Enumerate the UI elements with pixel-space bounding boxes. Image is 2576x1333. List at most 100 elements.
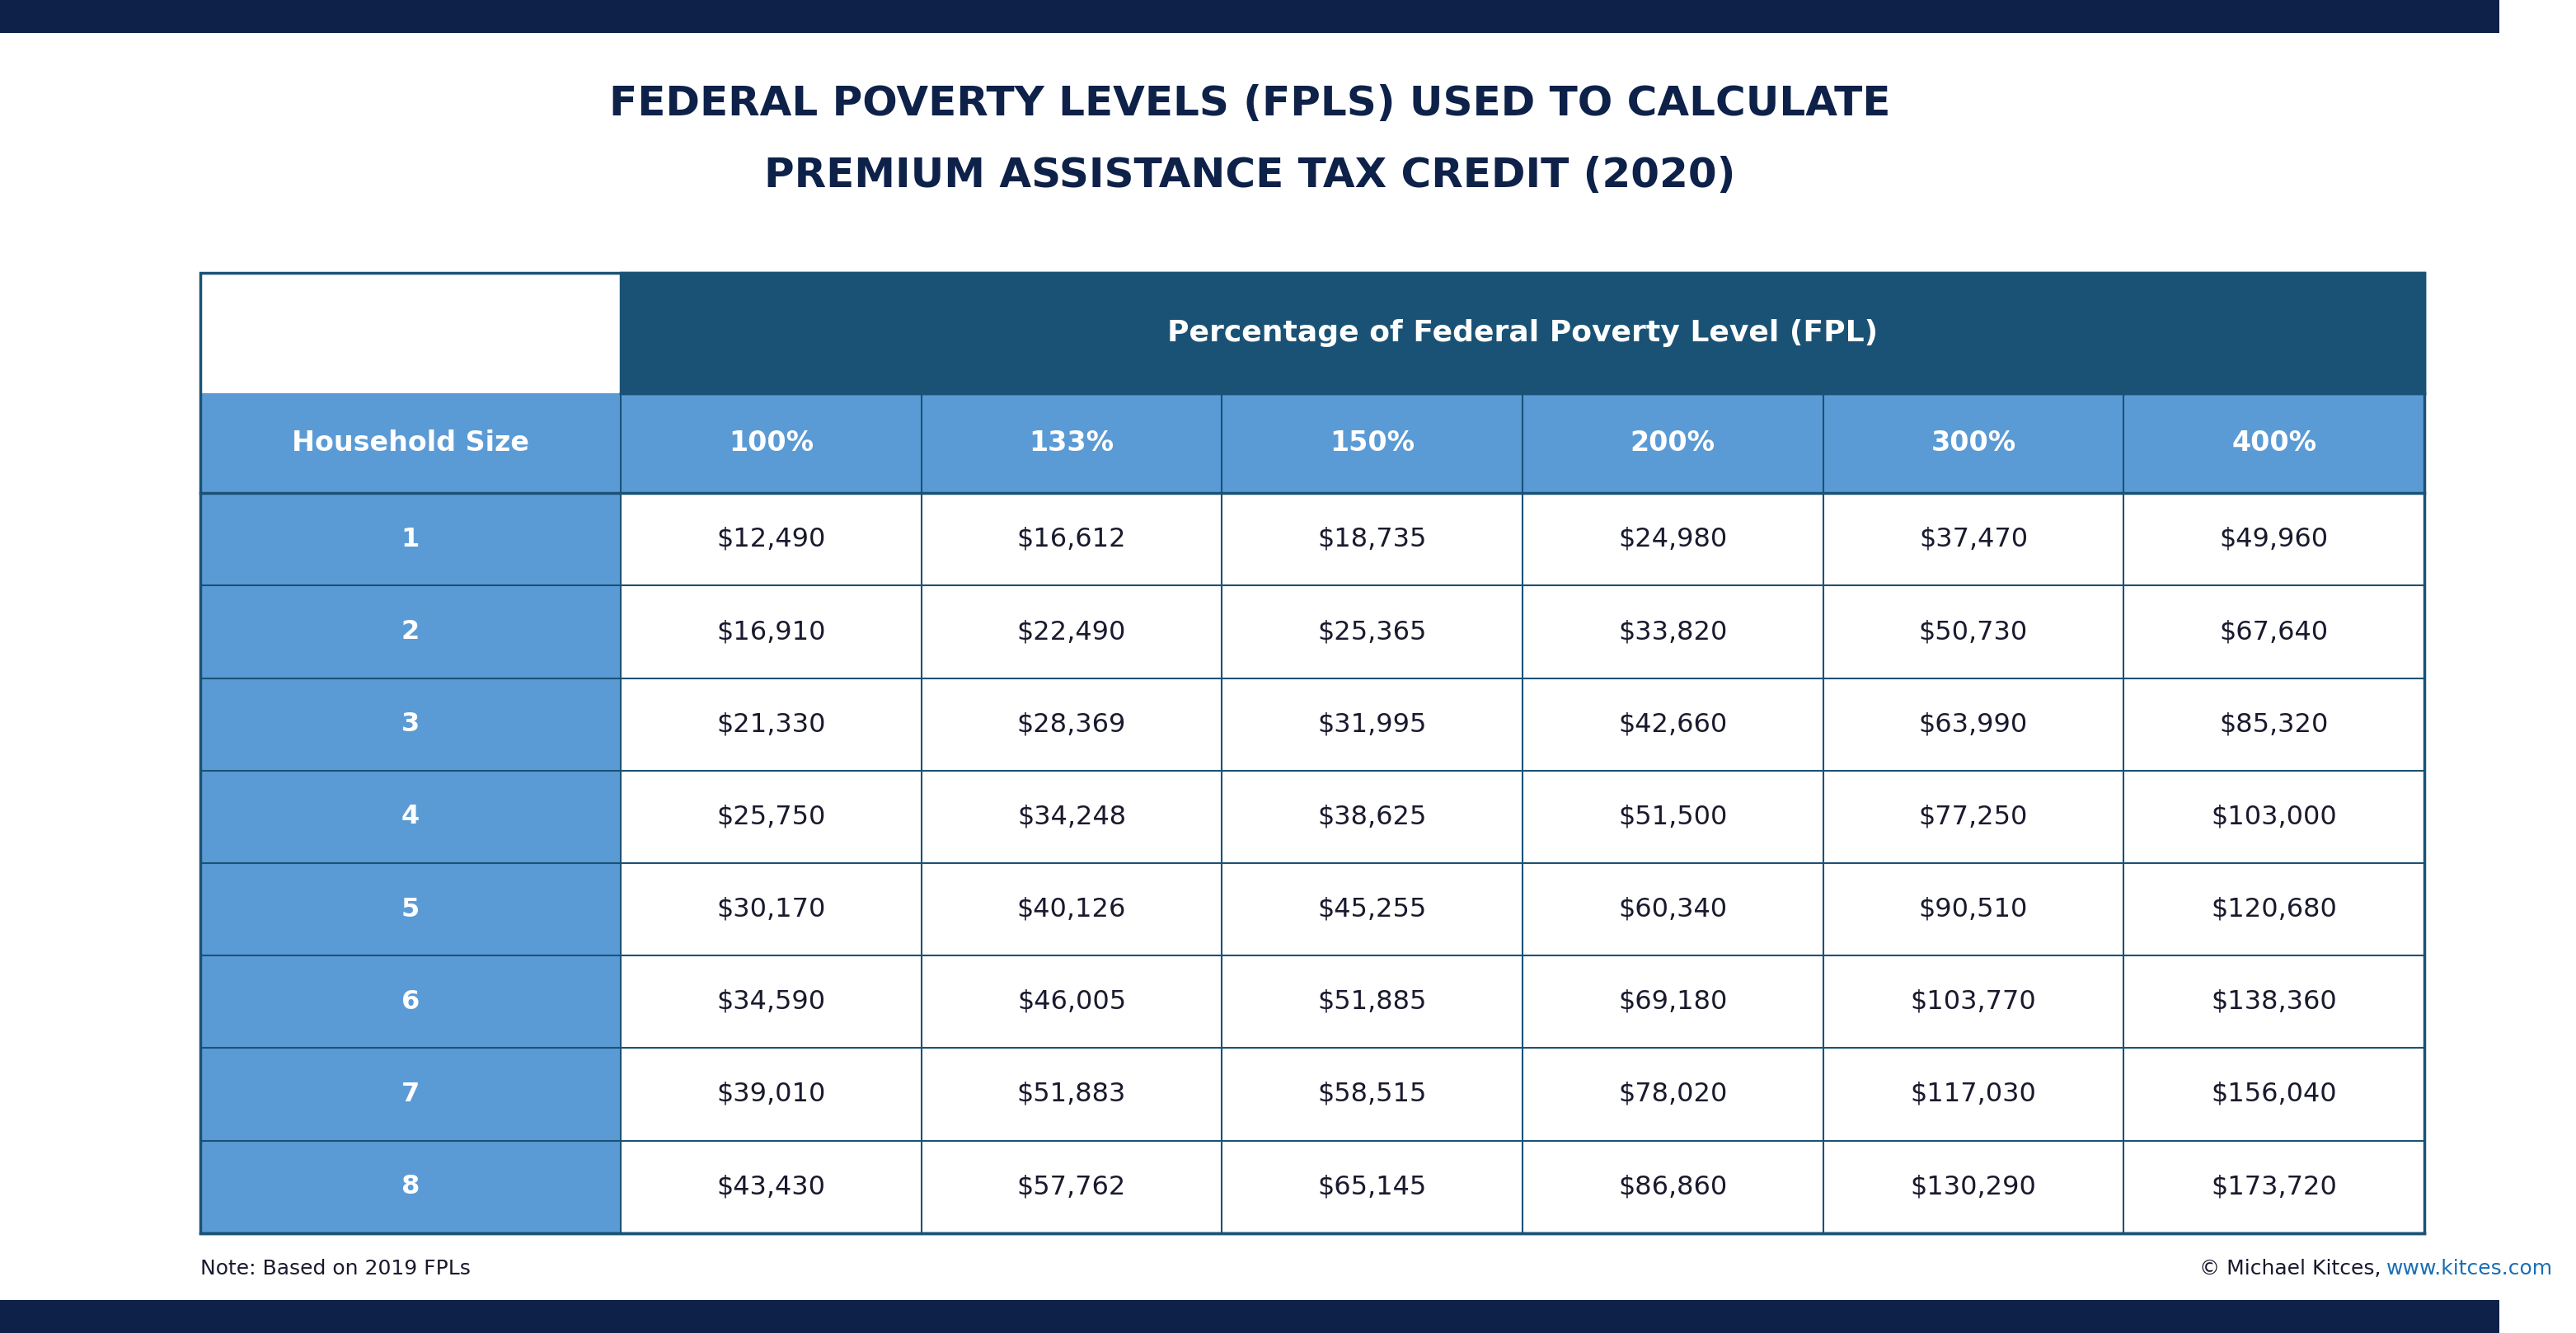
FancyBboxPatch shape [1221, 393, 1522, 493]
Text: www.kitces.com: www.kitces.com [2388, 1260, 2553, 1278]
Text: $60,340: $60,340 [1618, 897, 1728, 922]
Text: $28,369: $28,369 [1018, 712, 1126, 737]
FancyBboxPatch shape [2123, 393, 2424, 493]
FancyBboxPatch shape [1824, 678, 2123, 770]
Text: $40,126: $40,126 [1018, 897, 1126, 922]
FancyBboxPatch shape [1221, 585, 1522, 678]
Text: $156,040: $156,040 [2210, 1081, 2336, 1108]
FancyBboxPatch shape [1221, 956, 1522, 1048]
Text: $103,770: $103,770 [1911, 989, 2038, 1014]
FancyBboxPatch shape [1522, 493, 1824, 585]
FancyBboxPatch shape [201, 393, 621, 493]
FancyBboxPatch shape [1522, 393, 1824, 493]
FancyBboxPatch shape [2123, 678, 2424, 770]
Text: $18,735: $18,735 [1319, 527, 1427, 552]
Text: $24,980: $24,980 [1618, 527, 1728, 552]
FancyBboxPatch shape [922, 864, 1221, 956]
Text: 300%: 300% [1932, 429, 2017, 457]
Text: $38,625: $38,625 [1319, 804, 1427, 829]
FancyBboxPatch shape [922, 1048, 1221, 1141]
FancyBboxPatch shape [2123, 956, 2424, 1048]
FancyBboxPatch shape [201, 770, 621, 864]
FancyBboxPatch shape [1824, 956, 2123, 1048]
Text: $16,612: $16,612 [1018, 527, 1126, 552]
Text: $25,365: $25,365 [1319, 619, 1427, 645]
Text: 133%: 133% [1030, 429, 1113, 457]
FancyBboxPatch shape [2123, 770, 2424, 864]
FancyBboxPatch shape [621, 493, 922, 585]
FancyBboxPatch shape [621, 1048, 922, 1141]
FancyBboxPatch shape [201, 678, 621, 770]
FancyBboxPatch shape [621, 864, 922, 956]
FancyBboxPatch shape [1824, 770, 2123, 864]
FancyBboxPatch shape [201, 273, 621, 393]
FancyBboxPatch shape [621, 585, 922, 678]
Text: $69,180: $69,180 [1618, 989, 1728, 1014]
FancyBboxPatch shape [1522, 585, 1824, 678]
Text: 150%: 150% [1329, 429, 1414, 457]
Text: 2: 2 [402, 619, 420, 645]
FancyBboxPatch shape [621, 273, 2424, 393]
FancyBboxPatch shape [1824, 1048, 2123, 1141]
Text: $33,820: $33,820 [1618, 619, 1728, 645]
Text: Note: Based on 2019 FPLs: Note: Based on 2019 FPLs [201, 1260, 471, 1278]
Text: 3: 3 [402, 712, 420, 737]
Text: PREMIUM ASSISTANCE TAX CREDIT (2020): PREMIUM ASSISTANCE TAX CREDIT (2020) [765, 156, 1736, 196]
Text: $57,762: $57,762 [1018, 1174, 1126, 1200]
FancyBboxPatch shape [1522, 956, 1824, 1048]
FancyBboxPatch shape [1221, 678, 1522, 770]
FancyBboxPatch shape [2123, 493, 2424, 585]
Text: $45,255: $45,255 [1319, 897, 1427, 922]
Text: $120,680: $120,680 [2210, 897, 2336, 922]
Text: 4: 4 [402, 804, 420, 829]
Text: $85,320: $85,320 [2221, 712, 2329, 737]
Text: Percentage of Federal Poverty Level (FPL): Percentage of Federal Poverty Level (FPL… [1167, 319, 1878, 348]
FancyBboxPatch shape [621, 770, 922, 864]
Text: 8: 8 [402, 1174, 420, 1200]
Text: $58,515: $58,515 [1319, 1081, 1427, 1108]
Text: $63,990: $63,990 [1919, 712, 2027, 737]
Text: $16,910: $16,910 [716, 619, 827, 645]
FancyBboxPatch shape [621, 956, 922, 1048]
FancyBboxPatch shape [201, 864, 621, 956]
FancyBboxPatch shape [922, 585, 1221, 678]
FancyBboxPatch shape [1221, 1141, 1522, 1233]
Text: $130,290: $130,290 [1911, 1174, 2038, 1200]
FancyBboxPatch shape [1221, 770, 1522, 864]
Text: $51,885: $51,885 [1319, 989, 1427, 1014]
Text: $12,490: $12,490 [716, 527, 824, 552]
Text: 5: 5 [402, 897, 420, 922]
Text: $34,590: $34,590 [716, 989, 824, 1014]
Text: 100%: 100% [729, 429, 814, 457]
FancyBboxPatch shape [2123, 1048, 2424, 1141]
Text: $43,430: $43,430 [716, 1174, 824, 1200]
FancyBboxPatch shape [1522, 1141, 1824, 1233]
FancyBboxPatch shape [621, 678, 922, 770]
FancyBboxPatch shape [922, 1141, 1221, 1233]
Text: Household Size: Household Size [291, 429, 528, 457]
Text: $86,860: $86,860 [1618, 1174, 1728, 1200]
FancyBboxPatch shape [1221, 493, 1522, 585]
FancyBboxPatch shape [922, 770, 1221, 864]
FancyBboxPatch shape [201, 585, 621, 678]
FancyBboxPatch shape [1522, 864, 1824, 956]
FancyBboxPatch shape [1824, 393, 2123, 493]
Text: $103,000: $103,000 [2210, 804, 2336, 829]
Text: $78,020: $78,020 [1618, 1081, 1728, 1108]
FancyBboxPatch shape [1824, 1141, 2123, 1233]
Text: $65,145: $65,145 [1319, 1174, 1427, 1200]
Text: $37,470: $37,470 [1919, 527, 2027, 552]
FancyBboxPatch shape [621, 1141, 922, 1233]
Text: $50,730: $50,730 [1919, 619, 2027, 645]
Text: 400%: 400% [2231, 429, 2316, 457]
FancyBboxPatch shape [1221, 864, 1522, 956]
FancyBboxPatch shape [2123, 864, 2424, 956]
FancyBboxPatch shape [1522, 1048, 1824, 1141]
Text: 6: 6 [402, 989, 420, 1014]
Text: $90,510: $90,510 [1919, 897, 2027, 922]
FancyBboxPatch shape [1221, 1048, 1522, 1141]
Text: $31,995: $31,995 [1319, 712, 1427, 737]
FancyBboxPatch shape [922, 956, 1221, 1048]
Text: $117,030: $117,030 [1911, 1081, 2038, 1108]
Text: $51,500: $51,500 [1618, 804, 1728, 829]
